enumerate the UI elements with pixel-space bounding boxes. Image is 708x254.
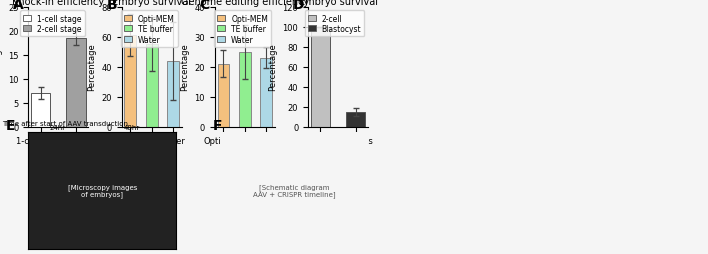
Text: D: D (293, 0, 304, 12)
Y-axis label: Percentage: Percentage (86, 43, 96, 91)
Text: 48hr: 48hr (124, 125, 140, 131)
Bar (217, 64, 229, 127)
Bar (167, 61, 179, 127)
Title: Embryo survival: Embryo survival (112, 0, 191, 7)
Bar (311, 27, 330, 127)
Legend: Opti-MEM, TE buffer, Water: Opti-MEM, TE buffer, Water (121, 11, 178, 47)
Bar (261, 58, 272, 127)
Text: C: C (200, 0, 210, 12)
Title: Embryo survival: Embryo survival (299, 0, 377, 7)
Text: Time after start of AAV transduction: Time after start of AAV transduction (2, 120, 128, 126)
Text: 24hr: 24hr (50, 125, 66, 131)
Bar (346, 112, 365, 127)
Y-axis label: Percentage: Percentage (0, 43, 3, 91)
Y-axis label: Percentage: Percentage (180, 43, 189, 91)
Text: E: E (6, 118, 16, 132)
Bar (31, 93, 50, 127)
Text: [Schematic diagram
AAV + CRISPR timeline]: [Schematic diagram AAV + CRISPR timeline… (253, 183, 336, 198)
Bar (146, 45, 157, 127)
Bar (125, 36, 136, 127)
Legend: Opti-MEM, TE buffer, Water: Opti-MEM, TE buffer, Water (215, 11, 271, 47)
Text: F: F (213, 118, 222, 132)
Text: [Microscopy images
of embryos]: [Microscopy images of embryos] (67, 183, 137, 198)
Bar (67, 39, 86, 127)
Title: Knock-in efficiency: Knock-in efficiency (12, 0, 105, 7)
Y-axis label: Percentage: Percentage (268, 43, 277, 91)
Text: B: B (106, 0, 117, 12)
Legend: 1-cell stage, 2-cell stage: 1-cell stage, 2-cell stage (21, 11, 85, 37)
Title: Genome editing efficiency: Genome editing efficiency (181, 0, 309, 7)
Text: A: A (13, 0, 24, 12)
Legend: 2-cell, Blastocyst: 2-cell, Blastocyst (305, 11, 365, 37)
Bar (239, 52, 251, 127)
